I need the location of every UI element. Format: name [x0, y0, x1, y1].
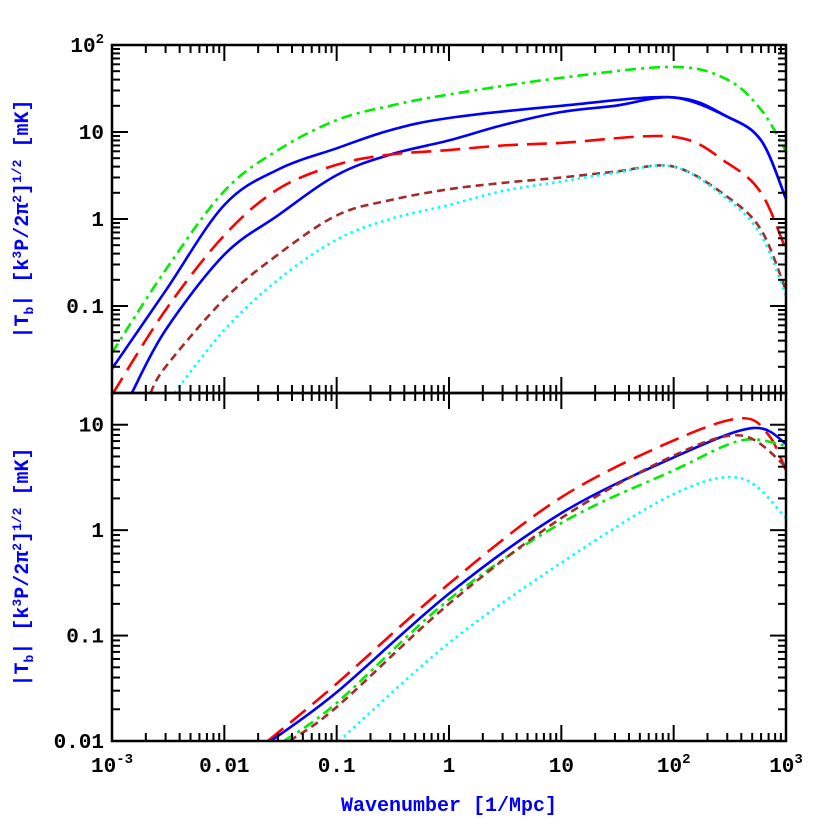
axes: [110, 43, 788, 743]
bottom-y-tick-label: 1: [91, 521, 104, 544]
x-tick-label: 1: [443, 756, 456, 779]
bottom-series-1-line: [270, 426, 786, 741]
bottom-y-tick-label: 0.01: [54, 732, 104, 755]
top-y-tick-label: 10: [79, 123, 104, 146]
x-tick-label: 102: [657, 752, 691, 779]
top-y-tick-label: 102: [70, 32, 104, 59]
top-panel-series: [112, 65, 786, 393]
bottom-series-3-line: [288, 433, 786, 741]
bottom-panel-series: [267, 416, 786, 741]
top-series-3-line: [112, 134, 786, 393]
top-y-tick-label: 0.1: [66, 297, 104, 320]
top-y-tick-label: 1: [91, 210, 104, 233]
y-axis-label-top: |Tb| [k3P/2π2]1/2 [mK]: [10, 100, 37, 339]
x-tick-label: 0.01: [199, 756, 249, 779]
y-axis-label-bottom: |Tb| [k3P/2π2]1/2 [mK]: [10, 448, 37, 687]
bottom-panel-frame: [110, 391, 788, 743]
top-series-5-line: [173, 164, 786, 393]
x-tick-label: 10: [549, 756, 574, 779]
bottom-series-0-line: [267, 416, 786, 741]
bottom-y-tick-label: 0.1: [66, 627, 104, 650]
top-series-2-line: [130, 95, 786, 393]
x-axis-label: Wavenumber [1/Mpc]: [341, 795, 557, 818]
bottom-series-4-line: [338, 475, 786, 741]
x-tick-label: 103: [769, 752, 803, 779]
x-tick-label: 10-3: [91, 752, 133, 779]
top-series-0-line: [112, 65, 786, 354]
top-series-4-line: [149, 164, 786, 393]
bottom-series-2-line: [283, 438, 786, 741]
x-tick-label: 0.1: [318, 756, 356, 779]
bottom-y-tick-label: 10: [79, 416, 104, 439]
